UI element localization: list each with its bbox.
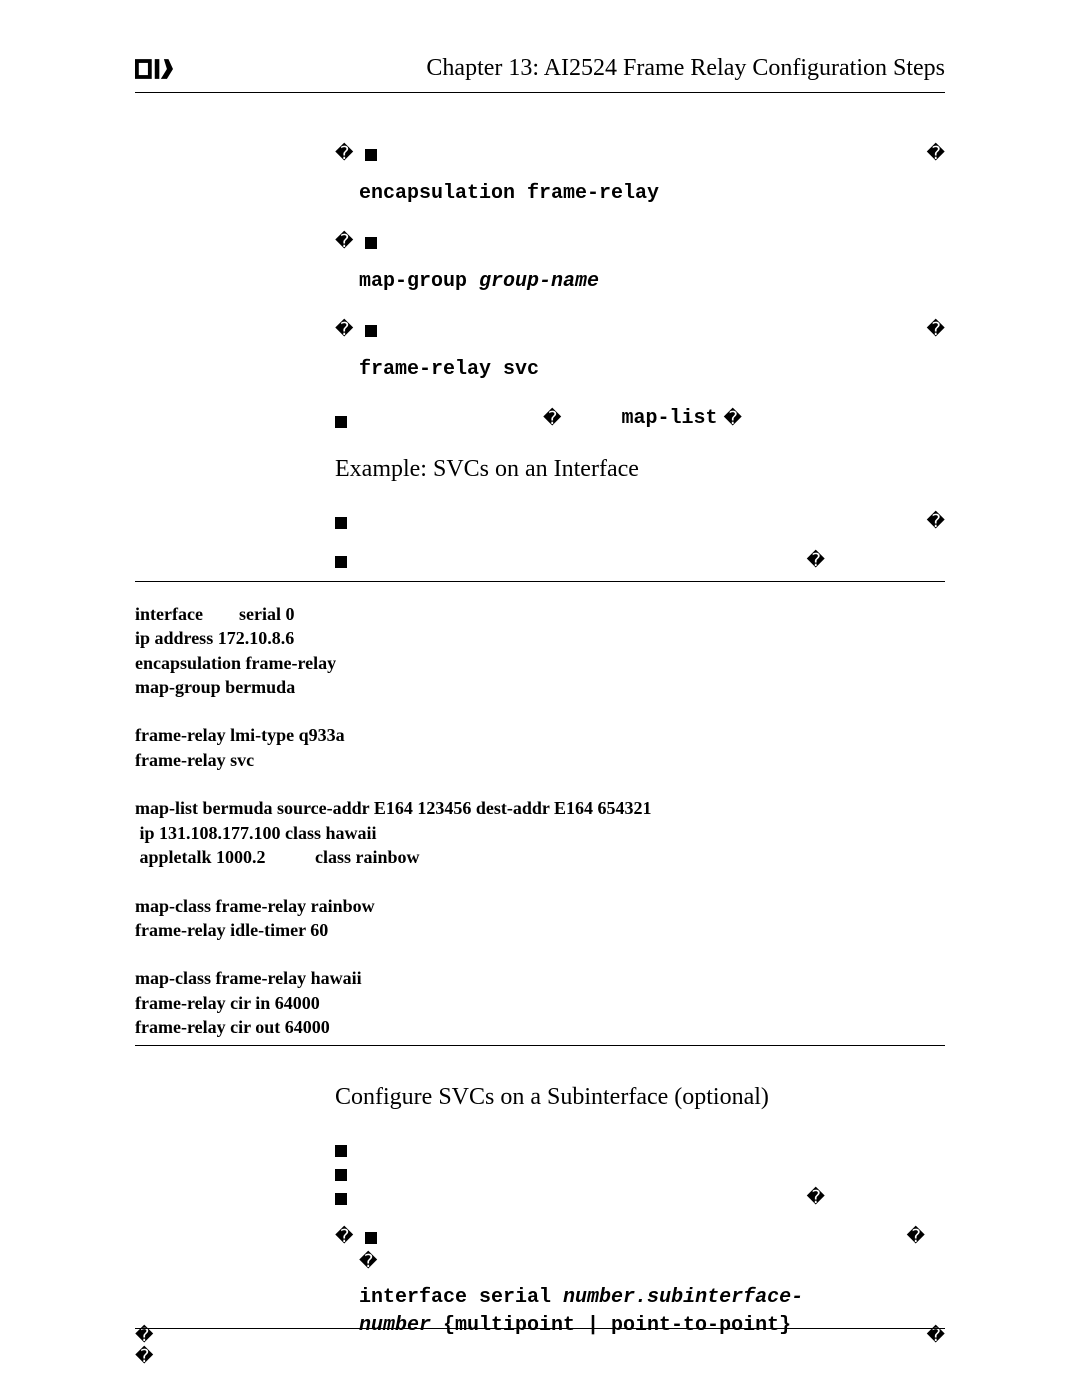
trail-glyph: �: [907, 1226, 925, 1247]
logo-icon: [135, 57, 173, 81]
code-rule-top: [135, 581, 945, 582]
sub-bullet-3: �: [335, 1187, 945, 1208]
bullet-icon: [335, 517, 347, 529]
bullet-icon: [365, 1232, 377, 1244]
bullet-icon: [365, 149, 377, 161]
command-frame-relay-svc: frame-relay svc: [359, 358, 945, 381]
chapter-title: Chapter 13: AI2524 Frame Relay Configura…: [426, 55, 945, 82]
bullet-icon: [335, 1169, 347, 1181]
sub-bullet-1: [335, 1139, 945, 1157]
marker-glyph: �: [335, 1226, 353, 1247]
sub-step-4: � �: [335, 1226, 945, 1247]
header-rule: [135, 92, 945, 93]
cmd-italic1: number.subinterface-: [563, 1286, 803, 1309]
marker-glyph: �: [335, 231, 353, 252]
subinterface-heading: Configure SVCs on a Subinterface (option…: [335, 1084, 945, 1111]
code-rule-bottom: [135, 1045, 945, 1046]
trail-glyph: �: [927, 511, 945, 532]
marker-glyph: �: [335, 319, 353, 340]
map-list-row: � map-list �: [335, 407, 945, 430]
command-prefix: map-group: [359, 270, 479, 293]
bullet-icon: [365, 237, 377, 249]
main-content: � � encapsulation frame-relay � map-grou…: [335, 143, 945, 1340]
example-bullet-1: �: [335, 511, 945, 532]
bullet-icon: [335, 1193, 347, 1205]
bullet-icon: [335, 556, 347, 568]
command-arg: group-name: [479, 270, 599, 293]
cmd-part1: interface serial: [359, 1286, 563, 1309]
sub-bullet-2: [335, 1163, 945, 1181]
bullet-icon: [335, 416, 347, 428]
marker-glyph: �: [335, 143, 353, 164]
bullet-icon: [365, 325, 377, 337]
bullet-icon: [335, 1145, 347, 1157]
mid-glyph: �: [543, 408, 561, 429]
step-3-row: � �: [335, 319, 945, 340]
example-heading: Example: SVCs on an Interface: [335, 456, 945, 483]
command-encapsulation: encapsulation frame-relay: [359, 182, 945, 205]
step-1-row: � �: [335, 143, 945, 164]
command-map-group: map-group group-name: [359, 270, 945, 293]
trail-glyph: �: [927, 319, 945, 340]
map-list-label: map-list: [621, 407, 717, 430]
trail-glyph: �: [927, 143, 945, 164]
trail-glyph: �: [807, 550, 825, 571]
sub-step-5-glyph: �: [359, 1251, 945, 1272]
trail-glyph: �: [807, 1187, 825, 1208]
config-code-block: interface serial 0 ip address 172.10.8.6…: [135, 602, 945, 1039]
trail-glyph: �: [723, 408, 741, 429]
step-2-row: �: [335, 231, 945, 252]
footer-right: �: [927, 1325, 945, 1367]
page-header: Chapter 13: AI2524 Frame Relay Configura…: [135, 55, 945, 82]
footer: �� �: [135, 1325, 945, 1367]
footer-left: ��: [135, 1325, 153, 1367]
example-bullet-2: �: [335, 550, 945, 571]
